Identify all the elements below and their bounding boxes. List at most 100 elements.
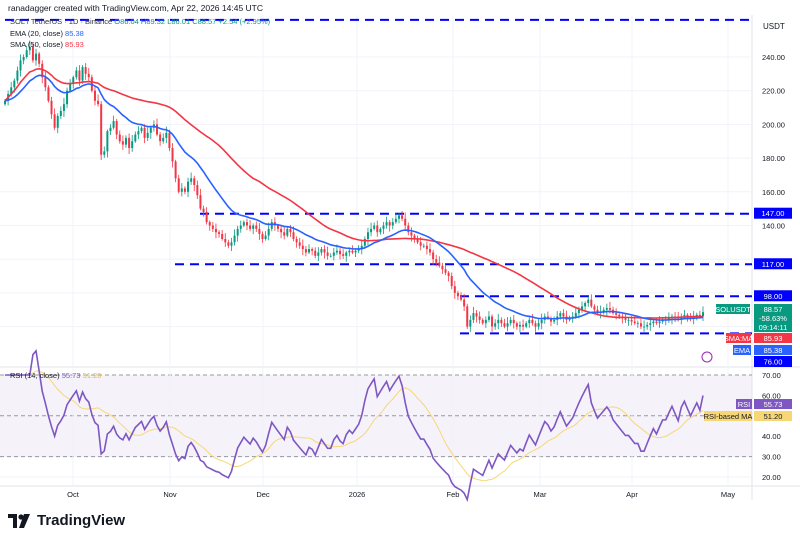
candle-body [633, 321, 636, 324]
candle-body [562, 313, 565, 317]
candle-body [481, 319, 484, 324]
ema-badge-value: 85.38 [764, 346, 783, 355]
candle-body [28, 46, 31, 51]
candle-body [643, 326, 646, 328]
candle-body [373, 225, 376, 229]
candle-body [435, 259, 438, 263]
candle-body [416, 238, 419, 243]
candle-body [53, 114, 56, 128]
candle-body [59, 110, 62, 116]
candle-body [187, 181, 190, 192]
candle-body [112, 121, 115, 128]
candle-body [391, 222, 394, 226]
candle-body [211, 225, 214, 229]
candle-body [695, 314, 698, 317]
candle-body [134, 134, 137, 142]
candle-body [639, 323, 642, 327]
candle-body [553, 319, 556, 322]
candle-body [497, 319, 500, 324]
candle-body [636, 323, 639, 325]
candle-body [304, 249, 307, 253]
candle-body [106, 131, 109, 152]
tradingview-logo[interactable]: TradingView [8, 512, 125, 529]
candle-body [264, 235, 267, 239]
candle-body [379, 228, 382, 233]
candle-body [245, 222, 248, 226]
candle-body [109, 127, 112, 132]
level-label: 117.00 [762, 260, 784, 269]
candle-body [577, 309, 580, 314]
candle-body [404, 218, 407, 226]
candle-body [249, 225, 252, 229]
candle-body [283, 232, 286, 236]
candle-body [121, 141, 124, 145]
ema-legend-label: EMA (20, close) [10, 29, 63, 38]
candle-body [342, 254, 345, 256]
candle-body [680, 316, 683, 320]
time-tick: Oct [67, 490, 80, 499]
time-tick: May [721, 490, 735, 499]
candle-body [308, 249, 311, 253]
candle-body [38, 53, 41, 64]
candle-body [593, 306, 596, 310]
candle-body [280, 228, 283, 233]
candle-body [658, 321, 661, 324]
price-badge-box [754, 304, 792, 332]
brand-name: TradingView [37, 512, 126, 529]
price-tick: 160.00 [762, 188, 785, 197]
candle-body [31, 46, 34, 61]
rsi-badge-label-box [736, 399, 752, 409]
rsi-legend-value: 55.73 [61, 371, 81, 380]
rsi-badge-value-box [754, 399, 792, 409]
level-label-box [754, 356, 792, 367]
candle-body [183, 188, 186, 192]
candle-body [81, 67, 84, 81]
time-tick: Apr [626, 490, 638, 499]
rsi-ma-badge-label-box [704, 411, 752, 421]
rsi-line [5, 349, 704, 503]
candle-body [261, 233, 264, 239]
candle-body [156, 124, 159, 135]
candle-body [323, 249, 326, 253]
candle-body [366, 232, 369, 239]
candle-body [236, 228, 239, 236]
candle-body [537, 323, 540, 327]
rsi-ma-badge-value-box [754, 411, 792, 421]
candle-body [463, 299, 466, 307]
candle-body [180, 188, 183, 192]
candle-body [432, 252, 435, 260]
candle-body [401, 215, 404, 219]
candle-body [702, 312, 704, 317]
candle-body [475, 313, 478, 317]
candle-body [422, 245, 425, 247]
candle-body [205, 212, 208, 223]
candle-body [394, 218, 397, 223]
symbol-badge-box [716, 304, 750, 314]
candle-body [376, 225, 379, 233]
candle-body [218, 232, 221, 234]
candle-body [93, 90, 96, 101]
candle-body [460, 296, 463, 300]
candle-body [289, 228, 292, 233]
ema-legend[interactable]: EMA (20, close) 85.38 [10, 29, 84, 38]
lightning-icon [701, 351, 713, 363]
candle-body [686, 314, 689, 317]
candle-body [345, 252, 348, 256]
candle-body [363, 238, 366, 246]
candle-body [652, 321, 655, 324]
candle-body [584, 303, 587, 307]
level-label-box [754, 258, 792, 270]
candle-body [146, 132, 149, 138]
ema-20-line [4, 74, 704, 321]
rsi-tick: 70.00 [762, 371, 781, 380]
candle-body [25, 50, 28, 57]
symbol-header: SOL / TetherUS · 1D · Binance O86.04 H89… [10, 17, 270, 26]
price-tick: 220.00 [762, 87, 785, 96]
candle-body [587, 299, 590, 304]
rsi-legend[interactable]: RSI (14, close) 55.73 51.20 [10, 371, 101, 380]
candle-body [78, 70, 81, 81]
time-tick: Feb [447, 490, 460, 499]
candle-body [385, 222, 388, 226]
sma-legend[interactable]: SMA (50, close) 85.93 [10, 40, 84, 49]
